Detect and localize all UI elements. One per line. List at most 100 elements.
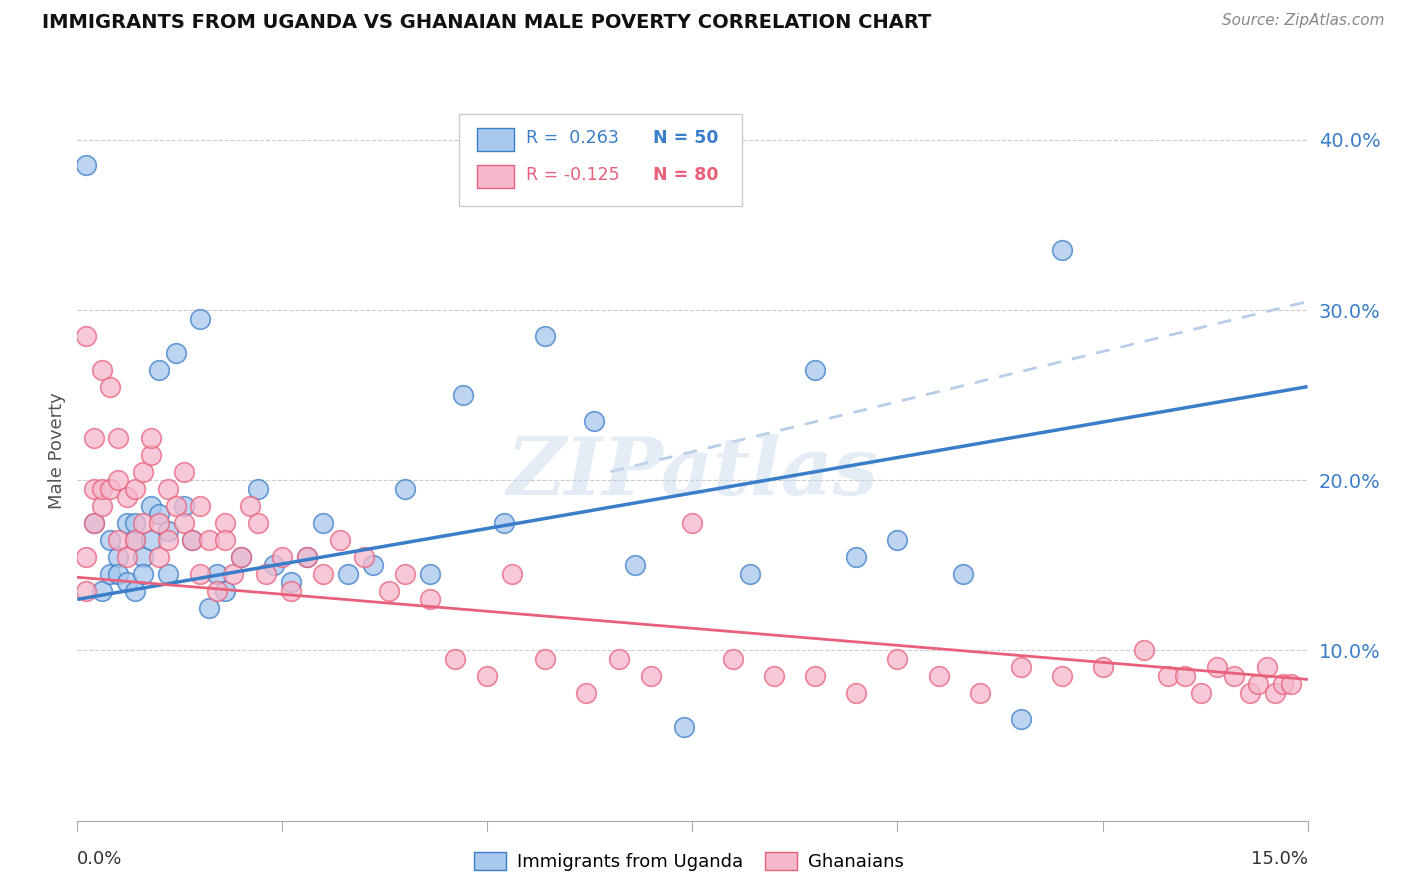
Point xyxy=(263,558,285,573)
Point xyxy=(1132,643,1154,657)
Point xyxy=(132,566,155,581)
Point xyxy=(181,533,204,547)
Point xyxy=(90,362,114,376)
Point xyxy=(1189,686,1212,700)
Point xyxy=(141,448,163,462)
Text: N = 50: N = 50 xyxy=(654,129,718,147)
Point xyxy=(845,686,868,700)
Text: 15.0%: 15.0% xyxy=(1250,850,1308,868)
Text: N = 80: N = 80 xyxy=(654,166,718,184)
Point xyxy=(148,516,170,530)
Point xyxy=(723,652,745,666)
Point xyxy=(394,566,416,581)
Point xyxy=(1223,669,1246,683)
Point xyxy=(1050,244,1073,258)
Point xyxy=(492,516,515,530)
Text: IMMIGRANTS FROM UGANDA VS GHANAIAN MALE POVERTY CORRELATION CHART: IMMIGRANTS FROM UGANDA VS GHANAIAN MALE … xyxy=(42,13,932,32)
Point xyxy=(280,575,302,590)
Point xyxy=(83,516,105,530)
Point xyxy=(1010,712,1032,726)
Point xyxy=(75,328,97,343)
Point xyxy=(115,549,138,564)
Point xyxy=(607,652,630,666)
Point xyxy=(165,499,187,513)
Point xyxy=(132,549,155,564)
Point xyxy=(132,465,155,479)
Point xyxy=(419,566,441,581)
Point xyxy=(329,533,352,547)
Point xyxy=(1264,686,1286,700)
Point xyxy=(280,583,302,598)
Point xyxy=(173,516,195,530)
Point xyxy=(804,362,827,376)
Point xyxy=(75,583,97,598)
Point xyxy=(886,533,908,547)
Point xyxy=(205,583,228,598)
Point xyxy=(156,533,179,547)
Point xyxy=(969,686,991,700)
Point xyxy=(1239,686,1261,700)
Point xyxy=(132,516,155,530)
Point xyxy=(98,533,121,547)
Bar xyxy=(477,165,515,187)
Point xyxy=(246,516,269,530)
Point xyxy=(115,490,138,504)
Point xyxy=(1174,669,1197,683)
Point xyxy=(107,549,129,564)
Point xyxy=(1256,660,1278,674)
Point xyxy=(534,328,557,343)
Point xyxy=(624,558,647,573)
Point xyxy=(205,566,228,581)
Point xyxy=(271,549,294,564)
Point xyxy=(477,669,499,683)
Point xyxy=(188,311,212,326)
Point xyxy=(378,583,401,598)
Point xyxy=(222,566,245,581)
Point xyxy=(173,499,195,513)
Point xyxy=(115,575,138,590)
Point xyxy=(156,482,179,496)
Point xyxy=(1279,677,1302,691)
Point xyxy=(98,379,121,393)
Point xyxy=(141,431,163,445)
Point xyxy=(124,533,146,547)
Point xyxy=(165,345,187,359)
Point xyxy=(107,533,129,547)
Point xyxy=(197,533,219,547)
Text: R = -0.125: R = -0.125 xyxy=(526,166,620,184)
Point xyxy=(231,549,253,564)
Point xyxy=(295,549,318,564)
Point xyxy=(98,566,121,581)
Point xyxy=(1091,660,1114,674)
Text: 0.0%: 0.0% xyxy=(77,850,122,868)
Point xyxy=(419,592,441,607)
Text: ZIPatlas: ZIPatlas xyxy=(506,434,879,511)
Point xyxy=(312,516,335,530)
Point xyxy=(738,566,761,581)
Point xyxy=(763,669,786,683)
Legend: Immigrants from Uganda, Ghanaians: Immigrants from Uganda, Ghanaians xyxy=(467,845,911,879)
Point xyxy=(197,600,219,615)
Point xyxy=(75,158,97,172)
Point xyxy=(534,652,557,666)
Point xyxy=(214,516,236,530)
Point xyxy=(1272,677,1295,691)
Point xyxy=(295,549,318,564)
Point xyxy=(673,720,696,734)
Point xyxy=(361,558,384,573)
Point xyxy=(124,516,146,530)
Point xyxy=(75,549,97,564)
Point xyxy=(124,482,146,496)
Point xyxy=(107,431,129,445)
Point xyxy=(156,524,179,539)
Point xyxy=(141,499,163,513)
Point xyxy=(107,473,129,487)
Point xyxy=(124,583,146,598)
Point xyxy=(181,533,204,547)
Point xyxy=(98,482,121,496)
Bar xyxy=(477,128,515,151)
Point xyxy=(886,652,908,666)
Point xyxy=(1010,660,1032,674)
Point xyxy=(246,482,269,496)
Point xyxy=(928,669,950,683)
